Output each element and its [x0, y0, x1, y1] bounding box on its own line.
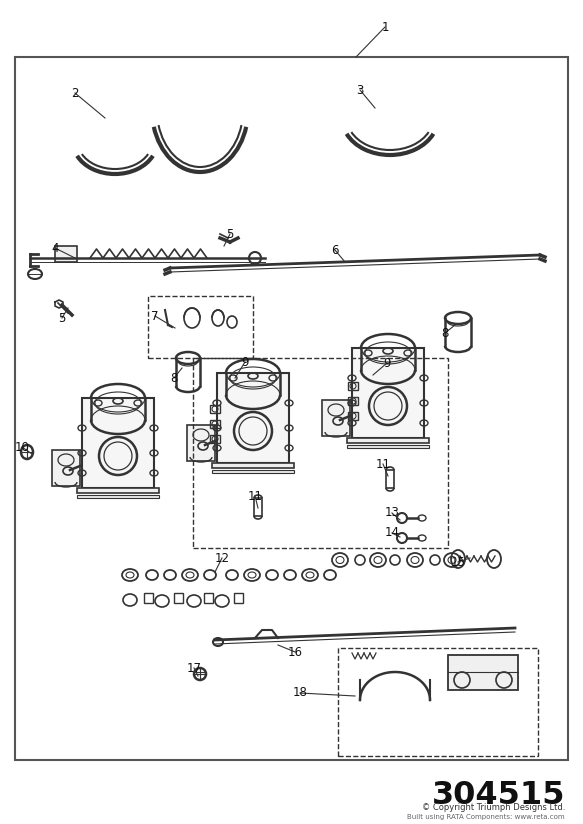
Bar: [174, 593, 183, 603]
Text: 9: 9: [383, 357, 391, 369]
Bar: [254, 498, 262, 516]
Bar: [144, 593, 153, 603]
Text: 2: 2: [71, 87, 79, 100]
Bar: [210, 405, 220, 413]
Text: 11: 11: [375, 457, 391, 471]
Bar: [212, 463, 294, 468]
Bar: [55, 246, 77, 262]
Bar: [347, 445, 429, 448]
Bar: [82, 398, 154, 488]
Text: 7: 7: [151, 310, 159, 322]
Bar: [210, 435, 220, 443]
Bar: [338, 648, 538, 756]
Bar: [77, 495, 159, 498]
Text: 6: 6: [331, 244, 339, 256]
Bar: [148, 296, 253, 358]
Text: 8: 8: [170, 372, 178, 385]
Bar: [352, 348, 424, 438]
Bar: [210, 420, 220, 428]
Text: 17: 17: [187, 662, 202, 675]
Text: 8: 8: [441, 326, 449, 339]
Text: 5: 5: [58, 311, 66, 325]
Bar: [322, 400, 350, 436]
Text: 304515: 304515: [431, 780, 565, 811]
Bar: [15, 57, 568, 760]
Text: 11: 11: [248, 489, 262, 503]
Text: 4: 4: [51, 241, 59, 255]
Text: 15: 15: [451, 555, 465, 569]
Text: 12: 12: [215, 551, 230, 564]
Bar: [204, 593, 213, 603]
Text: 5: 5: [226, 227, 234, 241]
Bar: [348, 382, 358, 390]
Text: 10: 10: [15, 441, 29, 453]
Text: 13: 13: [385, 507, 399, 519]
Bar: [212, 470, 294, 473]
Text: 1: 1: [381, 21, 389, 34]
Text: 3: 3: [356, 83, 364, 96]
Bar: [386, 470, 394, 488]
Bar: [77, 488, 159, 493]
Bar: [448, 655, 518, 690]
Text: 16: 16: [287, 645, 303, 658]
Text: Built using RATA Components: www.reta.com: Built using RATA Components: www.reta.co…: [408, 814, 565, 820]
Text: 18: 18: [293, 686, 307, 700]
Text: 9: 9: [241, 355, 249, 368]
Bar: [348, 397, 358, 405]
Text: © Copyright Triumph Designs Ltd.: © Copyright Triumph Designs Ltd.: [422, 803, 565, 812]
Bar: [217, 373, 289, 463]
Bar: [52, 450, 80, 486]
Text: 14: 14: [385, 527, 399, 540]
Bar: [347, 438, 429, 443]
Bar: [187, 425, 215, 461]
Bar: [234, 593, 243, 603]
Bar: [348, 412, 358, 420]
Bar: [193, 358, 448, 548]
